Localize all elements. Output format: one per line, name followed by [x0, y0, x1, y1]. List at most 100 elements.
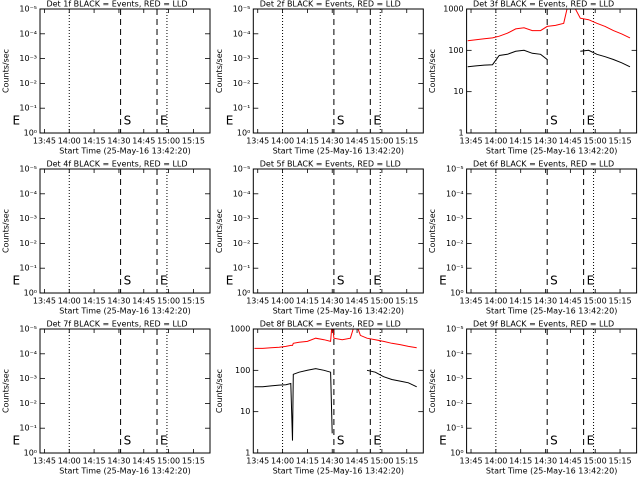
panel: Det 3f BLACK = Events, RED = LLD Start Ti…	[428, 0, 638, 156]
x-tick-label: 14:15	[509, 137, 532, 146]
x-tick-label: 14:15	[83, 297, 106, 306]
x-axis-label: Start Time (25-May-16 13:42:20)	[486, 307, 617, 316]
y-axis-label: Counts/sec	[215, 209, 224, 253]
y-tick-label: 10⁻²	[233, 79, 251, 88]
marker-label: E	[226, 114, 234, 128]
marker-label: S	[337, 434, 345, 448]
y-axis-label: Counts/sec	[215, 369, 224, 413]
x-axis-label: Start Time (25-May-16 13:42:20)	[486, 467, 617, 476]
panel-title: Det 7f BLACK = Events, RED = LLD	[46, 320, 187, 329]
x-tick-label: 14:00	[58, 137, 81, 146]
x-tick-label: 13:45	[33, 457, 56, 466]
y-tick-label: 10⁻³	[19, 214, 37, 223]
y-tick-label: 10⁻²	[446, 239, 464, 248]
series-line	[467, 9, 631, 42]
y-tick-label: 10⁻¹	[19, 264, 37, 273]
marker-label: S	[550, 274, 558, 288]
y-tick-label: 10⁻³	[233, 54, 251, 63]
plot-frame	[252, 8, 424, 134]
series-line	[254, 368, 417, 441]
x-axis-label: Start Time (25-May-16 13:42:20)	[273, 307, 404, 316]
x-tick-label: 14:45	[346, 137, 369, 146]
y-tick-label: 10⁻¹	[446, 424, 464, 433]
marker-label: E	[373, 114, 381, 128]
marker-label: E	[587, 274, 595, 288]
x-tick-label: 15:00	[157, 137, 180, 146]
y-tick-label: 10⁻³	[446, 214, 464, 223]
x-tick-label: 14:00	[484, 297, 507, 306]
marker-label: E	[439, 434, 447, 448]
y-axis-label: Counts/sec	[428, 369, 437, 413]
x-tick-label: 15:15	[609, 297, 632, 306]
y-tick-label: 10⁻²	[446, 399, 464, 408]
y-axis-label: Counts/sec	[428, 209, 437, 253]
plot-frame	[39, 328, 211, 454]
y-axis-label: Counts/sec	[428, 49, 437, 93]
y-tick-label: 10⁻³	[233, 214, 251, 223]
y-tick-label: 10⁻⁴	[19, 189, 37, 198]
marker-label: S	[337, 274, 345, 288]
y-tick-label: 10⁰	[450, 449, 463, 458]
x-tick-label: 13:45	[33, 297, 56, 306]
y-tick-label: 10⁻⁴	[19, 29, 37, 38]
x-tick-label: 14:30	[107, 457, 130, 466]
x-tick-label: 15:15	[182, 137, 205, 146]
series-line	[254, 329, 417, 349]
y-tick-label: 10⁻⁵	[19, 165, 37, 174]
y-tick-label: 10	[240, 407, 250, 416]
marker-label: E	[12, 114, 20, 128]
plot-frame	[466, 328, 638, 454]
y-tick-label: 10⁻²	[19, 239, 37, 248]
y-tick-label: 10⁻¹	[233, 264, 251, 273]
marker-label: S	[337, 114, 345, 128]
series-line	[467, 49, 631, 68]
x-axis-label: Start Time (25-May-16 13:42:20)	[273, 147, 404, 156]
panel: Det 7f BLACK = Events, RED = LLD Start Ti…	[2, 320, 211, 476]
y-tick-label: 10⁰	[450, 289, 463, 298]
marker-label: E	[373, 274, 381, 288]
marker-label: E	[587, 114, 595, 128]
x-tick-label: 14:45	[559, 137, 582, 146]
y-tick-label: 1000	[443, 5, 463, 14]
x-tick-label: 14:00	[484, 457, 507, 466]
y-tick-label: 1	[245, 449, 250, 458]
x-tick-label: 14:30	[534, 457, 557, 466]
y-tick-label: 10⁻⁵	[233, 165, 251, 174]
x-tick-label: 14:45	[132, 297, 155, 306]
x-tick-label: 14:45	[346, 457, 369, 466]
marker-label: E	[226, 274, 234, 288]
y-tick-label: 10	[453, 87, 463, 96]
x-tick-label: 13:45	[459, 137, 482, 146]
plot-frame	[39, 168, 211, 294]
marker-label: E	[587, 434, 595, 448]
plot-frame	[466, 8, 638, 134]
panel: Det 4f BLACK = Events, RED = LLD Start Ti…	[2, 160, 211, 316]
x-tick-label: 14:30	[534, 137, 557, 146]
panel-title: Det 6f BLACK = Events, RED = LLD	[473, 160, 614, 169]
x-axis-label: Start Time (25-May-16 13:42:20)	[486, 147, 617, 156]
y-tick-label: 10⁻⁵	[446, 325, 464, 334]
y-tick-label: 10⁻⁴	[233, 29, 251, 38]
y-tick-label: 10⁻⁵	[19, 325, 37, 334]
panel-title: Det 9f BLACK = Events, RED = LLD	[473, 320, 614, 329]
x-tick-label: 15:00	[370, 457, 393, 466]
x-tick-label: 15:00	[157, 457, 180, 466]
y-tick-label: 10⁻¹	[19, 104, 37, 113]
x-tick-label: 14:30	[321, 137, 344, 146]
panel-title: Det 1f BLACK = Events, RED = LLD	[46, 0, 187, 9]
x-axis-label: Start Time (25-May-16 13:42:20)	[59, 147, 190, 156]
y-tick-label: 10⁻⁴	[446, 189, 464, 198]
x-tick-label: 14:00	[271, 457, 294, 466]
x-tick-label: 15:00	[370, 137, 393, 146]
x-tick-label: 14:15	[296, 297, 319, 306]
x-tick-label: 14:45	[346, 297, 369, 306]
y-tick-label: 10⁻⁵	[19, 5, 37, 14]
y-tick-label: 10⁻²	[19, 79, 37, 88]
panel: Det 6f BLACK = Events, RED = LLD Start Ti…	[428, 160, 638, 316]
y-tick-label: 100	[448, 46, 463, 55]
x-tick-label: 15:00	[157, 297, 180, 306]
x-tick-label: 14:45	[132, 457, 155, 466]
x-tick-label: 15:00	[370, 297, 393, 306]
marker-label: E	[373, 434, 381, 448]
